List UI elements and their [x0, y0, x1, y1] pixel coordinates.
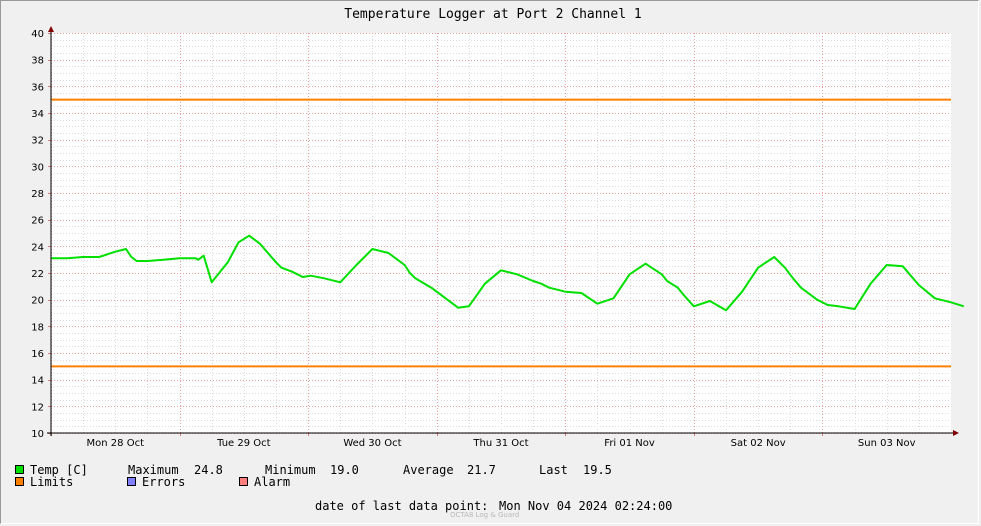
x-tick-label: Fri 01 Nov [604, 438, 655, 449]
limits-legend-swatch [15, 477, 24, 486]
errors-legend-label: Errors [142, 475, 186, 489]
y-tick-label: 18 [31, 322, 44, 333]
x-tick-label: Mon 28 Oct [87, 438, 145, 449]
y-tick-label: 10 [31, 429, 44, 440]
limit-lines [51, 98, 951, 368]
y-tick-label: 30 [31, 162, 44, 173]
alarm-legend-swatch [239, 477, 248, 486]
maximum-value: 24.8 [194, 463, 223, 477]
x-axis-tick-labels: Mon 28 Oct Tue 29 Oct Wed 30 Oct Thu 31 Oct… [87, 438, 916, 449]
y-tick-label: 24 [31, 242, 44, 253]
x-tick-label: Wed 30 Oct [343, 438, 401, 449]
chart-title: Temperature Logger at Port 2 Channel 1 [344, 7, 641, 22]
last-label: Last [539, 463, 568, 477]
limits-legend-label: Limits [30, 475, 74, 489]
y-tick-label: 38 [31, 56, 44, 67]
y-tick-label: 26 [31, 216, 44, 227]
y-tick-label: 32 [31, 136, 44, 147]
average-value: 21.7 [467, 463, 496, 477]
y-axis-arrow [48, 26, 54, 32]
y-tick-label: 40 [31, 29, 44, 40]
last-value: 19.5 [583, 463, 612, 477]
grid-minor [51, 33, 951, 433]
x-axis-arrow [953, 430, 959, 436]
temp-legend-swatch [15, 465, 24, 474]
last-data-point-label: date of last data point: [315, 499, 489, 513]
average-label: Average [403, 463, 454, 477]
y-tick-label: 34 [31, 109, 44, 120]
x-tick-label: Sun 03 Nov [858, 438, 916, 449]
x-tick-label: Sat 02 Nov [731, 438, 786, 449]
y-tick-label: 16 [31, 349, 44, 360]
y-tick-label: 14 [31, 376, 44, 387]
y-tick-label: 36 [31, 82, 44, 93]
last-data-point-value: Mon Nov 04 2024 02:24:00 [499, 499, 673, 513]
errors-legend-swatch [127, 477, 136, 486]
y-tick-label: 20 [31, 296, 44, 307]
y-tick-label: 28 [31, 189, 44, 200]
y-tick-label: 12 [31, 402, 44, 413]
x-tick-label: Tue 29 Oct [216, 438, 271, 449]
minimum-label: Minimum [265, 463, 316, 477]
temp-legend-label: Temp [C] [30, 463, 88, 477]
x-tick-label: Thu 31 Oct [472, 438, 528, 449]
y-tick-label: 22 [31, 269, 44, 280]
minimum-value: 19.0 [330, 463, 359, 477]
maximum-label: Maximum [128, 463, 179, 477]
temp-series-line [51, 234, 965, 312]
watermark: OCTA8 Log & Guard [450, 511, 520, 519]
alarm-legend-label: Alarm [254, 475, 291, 489]
y-axis-tick-labels: 10 12 14 16 18 20 22 24 26 28 30 32 34 36 38 40 [31, 29, 51, 440]
temperature-chart: 10 12 14 16 18 20 22 24 26 28 30 32 34 36 38 40 Mon 28 … [31, 7, 965, 449]
